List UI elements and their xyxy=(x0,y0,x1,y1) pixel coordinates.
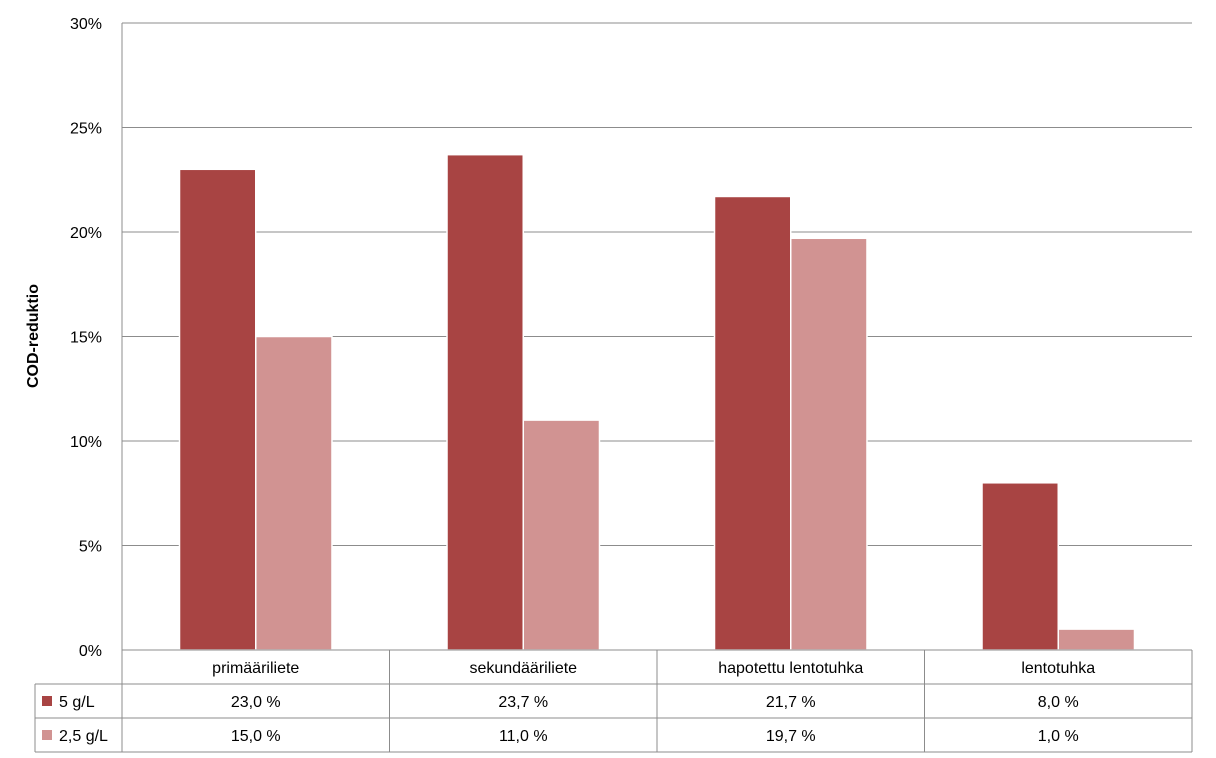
y-tick-label: 30% xyxy=(70,16,102,33)
data-label: 11,0 % xyxy=(499,728,548,745)
data-label: 21,7 % xyxy=(766,694,816,711)
data-table: primääriliete sekundääriliete hapotettu le… xyxy=(34,650,1193,753)
y-tick-label: 5% xyxy=(79,539,102,556)
bar-series-1 xyxy=(981,482,1060,651)
bar-series-2 xyxy=(790,237,868,651)
x-tick-label: primääriliete xyxy=(212,660,299,677)
legend-entry: 5 g/L xyxy=(59,694,95,711)
data-label: 15,0 % xyxy=(231,728,281,745)
data-label: 23,0 % xyxy=(231,694,281,711)
y-tick-label: 20% xyxy=(70,225,102,242)
y-tick-label: 25% xyxy=(70,121,102,138)
legend-swatch xyxy=(42,696,52,706)
legend-entry: 2,5 g/L xyxy=(59,728,108,745)
bars xyxy=(178,153,1136,651)
y-tick-label: 10% xyxy=(70,434,102,451)
legend-swatch xyxy=(42,730,52,740)
x-tick-label: lentotuhka xyxy=(1021,660,1095,677)
y-axis-label: COD-reduktio xyxy=(25,284,42,388)
y-tick-label: 15% xyxy=(70,330,102,347)
x-tick-label: hapotettu lentotuhka xyxy=(718,660,863,677)
bar-series-1 xyxy=(178,168,257,651)
bar-series-2 xyxy=(522,419,601,651)
data-label: 19,7 % xyxy=(766,728,816,745)
y-tick-label: 0% xyxy=(79,643,102,660)
x-tick-label: sekundääriliete xyxy=(469,660,577,677)
bar-series-2 xyxy=(1057,628,1136,651)
data-label: 8,0 % xyxy=(1038,694,1079,711)
bar-series-1 xyxy=(713,195,792,651)
bar-series-1 xyxy=(446,153,525,651)
data-label: 1,0 % xyxy=(1038,728,1079,745)
data-label: 23,7 % xyxy=(498,694,548,711)
bar-series-2 xyxy=(255,335,333,651)
y-axis-ticks: 0% 5% 10% 15% 20% 25% 30% xyxy=(70,16,102,660)
